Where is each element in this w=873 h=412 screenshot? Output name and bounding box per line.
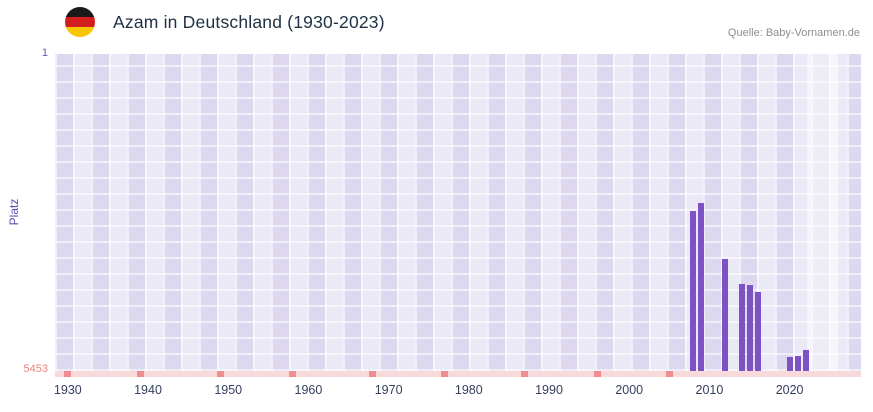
flag-stripe-red [65,17,95,27]
flag-stripe-gold [65,27,95,37]
bar-2016[interactable] [754,291,761,371]
bar-2009[interactable] [698,202,705,371]
no-data-marker [136,371,144,377]
bar-2012[interactable] [722,258,729,371]
x-tick-label: 1980 [454,383,483,397]
bar-2015[interactable] [746,284,753,371]
recent-years-highlight [807,54,838,371]
x-axis-ticks: 1930 1940 1950 1960 1970 1980 1990 2000 2010 2020 [53,383,861,401]
plot-area [55,54,861,371]
x-tick-label: 1930 [53,383,82,397]
no-data-marker [216,371,224,377]
y-tick-min: 5453 [23,363,48,375]
no-data-marker [665,371,673,377]
no-data-marker [521,371,529,377]
page-title: Azam in Deutschland (1930-2023) [113,12,385,32]
x-axis-strip [55,371,861,377]
x-tick-label: 2020 [775,383,804,397]
bar-2020[interactable] [786,356,793,371]
no-data-marker [593,371,601,377]
x-tick-label: 2010 [695,383,724,397]
bar-2022[interactable] [802,349,809,371]
y-axis-label: Platz [7,198,21,226]
x-tick-label: 2000 [615,383,644,397]
x-tick-label: 1970 [374,383,403,397]
german-flag-icon [65,7,95,37]
x-tick-label: 1990 [535,383,563,397]
no-data-marker [369,371,377,377]
no-data-marker [441,371,449,377]
y-tick-max: 1 [41,47,48,59]
bar-2021[interactable] [794,355,801,371]
x-tick-label: 1960 [294,383,323,397]
x-tick-label: 1940 [134,383,162,397]
bar-2008[interactable] [690,210,697,371]
source-text: Quelle: Baby-Vornamen.de [727,27,860,39]
no-data-marker [288,371,296,377]
flag-stripe-black [65,7,95,17]
bar-2014[interactable] [738,283,745,371]
x-tick-label: 1950 [214,383,243,397]
no-data-marker [64,371,72,377]
